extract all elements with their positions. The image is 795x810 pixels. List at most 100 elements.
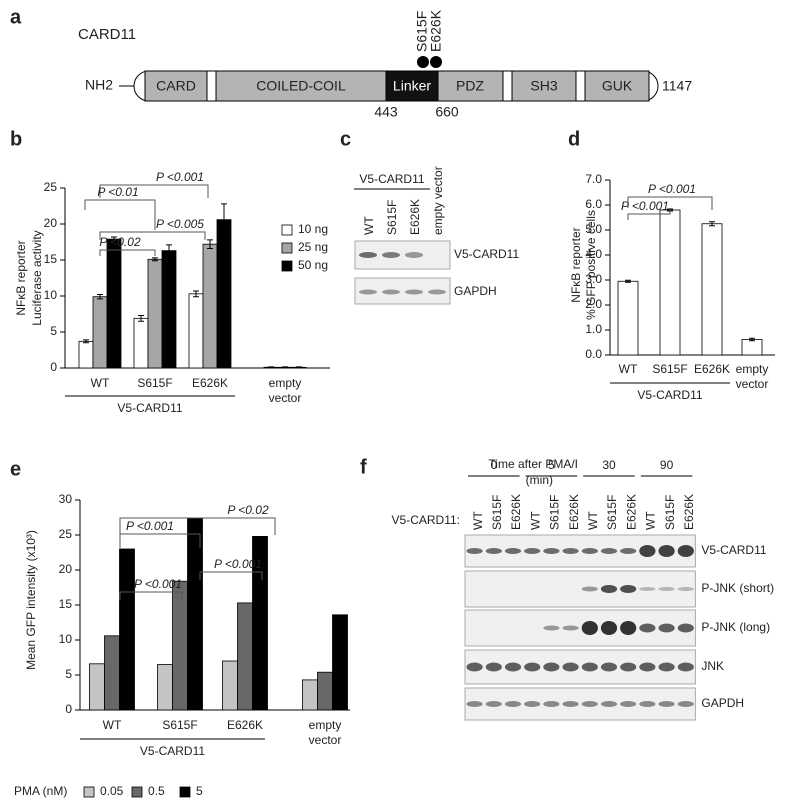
lane-label: E626K: [509, 494, 523, 530]
bar: [222, 660, 238, 711]
x-tick-label: empty vector: [269, 376, 302, 405]
x-tick-label: S615F: [652, 362, 687, 376]
blot-panel: [464, 534, 696, 568]
blot-band: [485, 701, 502, 707]
error-bar: [625, 279, 631, 283]
position-label: 443: [374, 104, 398, 120]
blot-band: [485, 548, 502, 554]
p-value: P <0.001: [134, 577, 182, 591]
bar: [92, 296, 108, 369]
blot-band: [524, 662, 541, 672]
error-bar: [166, 244, 172, 257]
lane-label: E626K: [567, 494, 581, 530]
lane-label: WT: [644, 511, 658, 530]
bar: [89, 663, 105, 711]
blot-band: [581, 621, 598, 635]
bar: [147, 258, 163, 369]
mutation-label: E626K: [428, 9, 444, 52]
p-value: P <0.001: [156, 170, 204, 184]
blot-band: [639, 545, 656, 557]
protein-name: CARD11: [78, 26, 136, 43]
bar: [188, 293, 204, 369]
blot-band: [466, 548, 483, 554]
legend-swatch: [131, 786, 143, 798]
domain-box: [584, 70, 650, 102]
bar: [317, 671, 333, 711]
blot-panel: [354, 240, 451, 270]
blot-band: [639, 662, 656, 672]
panel-label: b: [10, 128, 22, 150]
significance-bracket: [199, 571, 263, 580]
y-tick-label: 2.0: [585, 297, 602, 311]
p-value: P <0.01: [97, 185, 138, 199]
bar: [252, 536, 268, 711]
significance-bracket: [119, 591, 183, 600]
bar: [133, 317, 149, 369]
lane-label: E626K: [408, 199, 422, 235]
blot-band: [504, 662, 522, 672]
lane-label: WT: [528, 511, 542, 530]
error-bar: [709, 221, 715, 227]
p-value: P <0.001: [621, 199, 669, 213]
blot-band: [677, 701, 694, 707]
bar: [172, 580, 188, 711]
significance-bracket: [99, 231, 206, 240]
domain-box: [144, 70, 208, 102]
legend-title: PMA (nM): [14, 784, 67, 798]
blot-band: [658, 545, 675, 557]
legend-label: 5: [196, 784, 203, 798]
lane-label: WT: [362, 216, 376, 235]
legend-label: 0.5: [148, 784, 165, 798]
blot-row-label: GAPDH: [701, 696, 744, 710]
blot-panel: [464, 609, 696, 647]
blot-band: [658, 587, 675, 591]
lane-label: WT: [586, 511, 600, 530]
y-tick-label: 20: [59, 562, 73, 576]
bar: [187, 518, 203, 711]
blot-band: [677, 587, 694, 591]
lane-label: S615F: [490, 495, 504, 530]
blot-band: [600, 701, 618, 707]
timepoint-label: 90: [660, 458, 674, 472]
error-bar: [193, 290, 199, 298]
significance-bracket: [99, 184, 209, 198]
blot-row-label: P-JNK (long): [701, 620, 770, 634]
n-terminus: NH2: [85, 77, 113, 93]
blot-band: [639, 587, 656, 591]
y-tick-label: 4.0: [585, 247, 602, 261]
blot-band: [600, 585, 618, 593]
blot-band: [405, 289, 423, 295]
legend-swatch: [281, 224, 293, 236]
significance-bracket: [99, 249, 156, 256]
p-value: P <0.001: [214, 557, 262, 571]
blot-band: [658, 701, 675, 707]
bar: [202, 243, 218, 369]
lane-header: V5-CARD11:: [392, 513, 460, 527]
legend-swatch: [83, 786, 95, 798]
p-value: P <0.001: [648, 182, 696, 196]
domain-label: GUK: [602, 78, 633, 94]
significance-bracket: [84, 199, 156, 230]
y-axis-label: Mean GFP intensity (x10³): [24, 530, 38, 670]
lane-label: WT: [471, 511, 485, 530]
p-value: P <0.02: [99, 235, 141, 249]
blot-band: [620, 621, 637, 635]
blot-header: V5-CARD11: [359, 172, 424, 186]
time-unit: (min): [526, 473, 553, 487]
domain-label: Linker: [393, 78, 431, 94]
y-tick-label: 5: [65, 667, 72, 681]
y-axis-label: NFκB reporter: [14, 240, 28, 315]
blot-band: [562, 701, 579, 707]
domain-box: [511, 70, 577, 102]
bar: [302, 679, 318, 711]
blot-row-label: JNK: [701, 659, 724, 673]
blot-band: [677, 545, 694, 557]
p-value: P <0.005: [156, 217, 204, 231]
significance-bracket: [119, 517, 276, 535]
domain-label: PDZ: [456, 78, 484, 94]
bar: [617, 280, 639, 356]
blot-band: [562, 662, 579, 672]
blot-band: [504, 548, 522, 554]
blot-band: [359, 252, 377, 258]
bar: [106, 238, 122, 369]
